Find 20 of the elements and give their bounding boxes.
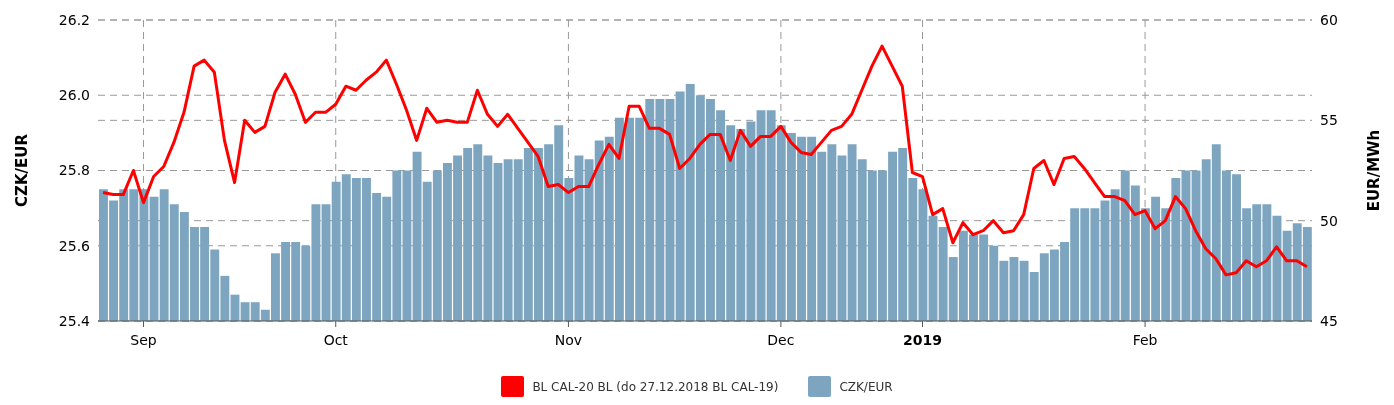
- y2-tick-label: 50: [1320, 212, 1338, 229]
- x-tick-label: 2019: [903, 332, 942, 348]
- y-tick-label: 26.2: [58, 11, 90, 28]
- x-tick-label: Feb: [1132, 332, 1158, 348]
- x-tick-label: Oct: [323, 332, 349, 348]
- x-tick-label: Sep: [130, 332, 157, 348]
- y2-axis-title: EUR/MWh: [1365, 129, 1384, 212]
- y-tick-label: 26.0: [58, 87, 90, 104]
- y-tick-label: 25.6: [58, 237, 91, 254]
- y2-tick-label: 55: [1320, 112, 1338, 129]
- line-series: [101, 44, 1309, 277]
- y2-tick-label: 60: [1320, 11, 1338, 28]
- legend-label: BL CAL-20 BL (do 27.12.2018 BL CAL-19): [532, 379, 779, 394]
- x-tick-label: Nov: [554, 332, 583, 348]
- y2-tick-label: 45: [1320, 312, 1338, 329]
- y-tick-label: 25.4: [58, 312, 91, 329]
- legend-label: CZK/EUR: [839, 379, 893, 394]
- x-tick-label: Dec: [767, 332, 795, 348]
- y-axis-title: CZK/EUR: [13, 133, 32, 207]
- y-tick-label: 25.8: [58, 162, 90, 179]
